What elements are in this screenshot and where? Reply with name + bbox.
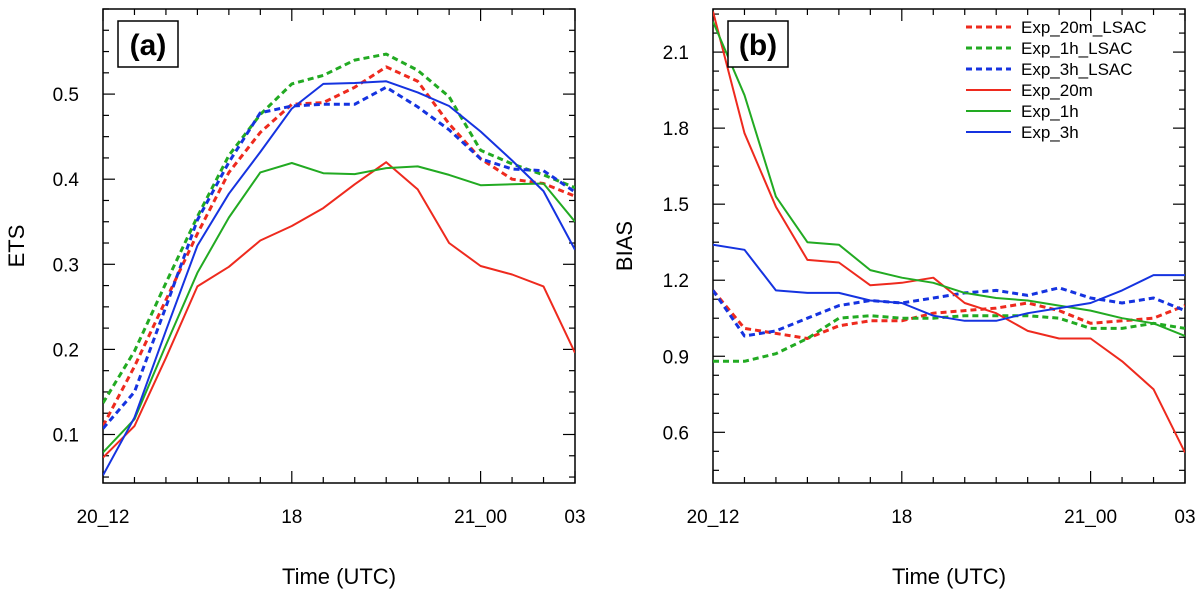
legend-label: Exp_3h (1021, 123, 1079, 142)
x-tick-label: 21_00 (454, 507, 507, 528)
series-line-exp-3h-lsac (103, 85, 575, 430)
series-line-exp-1h (713, 21, 1185, 337)
x-tick-label: 21_00 (1064, 507, 1117, 528)
plot-frame (712, 8, 1186, 484)
series-line-exp-20m-lsac (103, 65, 575, 427)
series-line-exp-3h (713, 243, 1185, 322)
legend-label: Exp_3h_LSAC (1021, 60, 1133, 79)
panel-label: (a) (130, 29, 167, 62)
legend-label: Exp_20m (1021, 81, 1093, 100)
y-tick-label: 0.4 (53, 170, 80, 191)
x-tick-label: 03 (1174, 507, 1195, 528)
y-tick-label: 0.5 (53, 85, 79, 106)
panel-label-box (117, 20, 179, 68)
series-line-exp-20m (713, 11, 1185, 454)
series-line-exp-3h-lsac (713, 286, 1185, 338)
y-tick-label: 0.2 (53, 340, 79, 361)
series-line-exp-3h (103, 80, 575, 476)
panel-a: 20_12 18 21_00 03 0.1 0.2 0.3 0.4 0.5 Time (UTC) E… (4, 8, 586, 589)
y-axis-title: ETS (4, 225, 29, 268)
legend-label: Exp_1h (1021, 102, 1079, 121)
x-tick-label: 20_12 (77, 507, 130, 528)
y-tick-label: 0.1 (53, 425, 79, 446)
series-group (713, 11, 1185, 454)
series-line-exp-1h (103, 162, 575, 454)
y-tick-label: 0.9 (663, 347, 689, 368)
series-line-exp-20m-lsac (713, 289, 1185, 340)
x-tick-label: 18 (281, 507, 302, 528)
legend-label: Exp_1h_LSAC (1021, 39, 1133, 58)
panel-label: (b) (739, 29, 777, 62)
plot-frame (102, 8, 576, 484)
panel-b: 20_12 18 21_00 03 0.6 0.9 1.2 1.5 1.8 2.1 Time (UT… (612, 8, 1196, 589)
x-tick-label: 18 (891, 507, 912, 528)
x-tick-label: 20_12 (687, 507, 740, 528)
series-group (103, 52, 575, 476)
x-axis-title: Time (UTC) (892, 564, 1006, 589)
legend: Exp_20m_LSAC Exp_1h_LSAC Exp_3h_LSAC Exp_20… (966, 18, 1147, 142)
series-line-exp-1h-lsac (103, 52, 575, 404)
y-tick-label: 1.8 (663, 119, 689, 140)
y-tick-label: 1.5 (663, 195, 689, 216)
y-tick-label: 1.2 (663, 271, 689, 292)
series-line-exp-20m (103, 161, 575, 459)
x-tick-label: 03 (564, 507, 585, 528)
y-tick-label: 0.6 (663, 423, 689, 444)
legend-label: Exp_20m_LSAC (1021, 18, 1147, 37)
y-tick-label: 0.3 (53, 255, 79, 276)
panel-label-box (727, 20, 789, 68)
y-tick-label: 2.1 (663, 43, 689, 64)
y-axis-title: BIAS (612, 221, 637, 271)
x-axis-title: Time (UTC) (282, 564, 396, 589)
series-line-exp-1h-lsac (713, 314, 1185, 363)
